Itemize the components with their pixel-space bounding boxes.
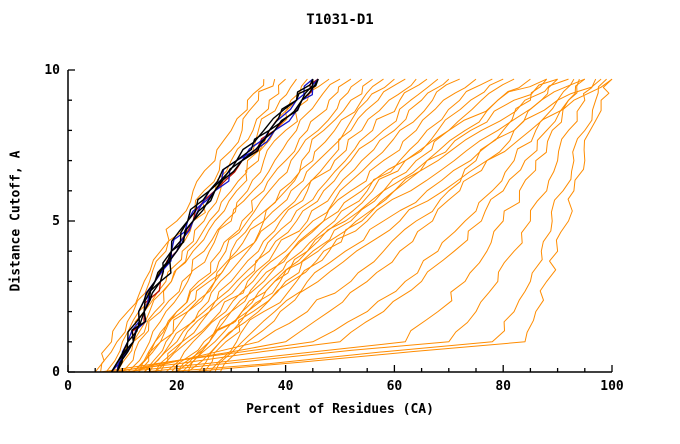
decoy-curve: [165, 78, 607, 373]
y-tick-label: 10: [44, 63, 60, 78]
decoy-curve: [127, 78, 548, 373]
decoy-curve: [149, 78, 417, 373]
decoy-curve: [100, 78, 575, 373]
decoy-curve: [214, 78, 602, 373]
decoy-curve: [154, 78, 439, 373]
decoy-curve: [132, 78, 363, 373]
decoy-curve: [154, 78, 428, 373]
decoy-curve: [203, 78, 569, 373]
x-axis-label: Percent of Residues (CA): [246, 402, 434, 417]
alt-curve: [116, 78, 319, 373]
decoy-curve: [116, 78, 558, 373]
best-curve: [116, 79, 314, 373]
x-tick-label: 80: [495, 379, 511, 394]
decoy-curve: [116, 78, 319, 373]
x-tick-label: 100: [600, 379, 624, 394]
decoy-curve: [160, 78, 450, 373]
x-tick-label: 40: [278, 379, 294, 394]
decoy-curve: [176, 78, 504, 373]
decoy-curve: [122, 78, 580, 373]
y-axis-label: Distance Cutoff, A: [8, 150, 24, 292]
decoy-curve: [111, 78, 297, 373]
decoy-curve: [165, 78, 460, 373]
decoy-curve: [138, 78, 373, 373]
decoy-curve: [171, 78, 477, 373]
decoy-curve: [144, 78, 597, 373]
best-curve: [110, 78, 319, 373]
decoy-curve: [187, 78, 547, 373]
decoy-curve: [132, 78, 352, 373]
x-tick-label: 0: [64, 379, 72, 394]
decoy-curve: [187, 78, 531, 373]
best-curve: [116, 78, 319, 373]
decoy-curve: [127, 78, 341, 373]
decoy-curve: [209, 78, 585, 373]
decoy-curve: [181, 78, 515, 373]
y-tick-label: 0: [52, 365, 60, 380]
decoy-curve: [176, 78, 493, 373]
decoy-curve: [106, 78, 586, 373]
decoy-curve: [143, 78, 384, 373]
decoy-curve: [198, 78, 558, 373]
decoy-curve: [100, 78, 276, 373]
chart-title: T1031-D1: [306, 12, 374, 28]
decoy-curve: [143, 78, 406, 373]
y-tick-label: 5: [52, 214, 60, 229]
decoy-curve: [138, 78, 395, 373]
ref-curve: [116, 78, 319, 373]
decoy-curve: [122, 78, 330, 373]
decoy-curve: [187, 78, 613, 373]
x-tick-label: 60: [387, 379, 403, 394]
decoy-curve: [94, 79, 265, 373]
x-tick-label: 20: [169, 379, 185, 394]
